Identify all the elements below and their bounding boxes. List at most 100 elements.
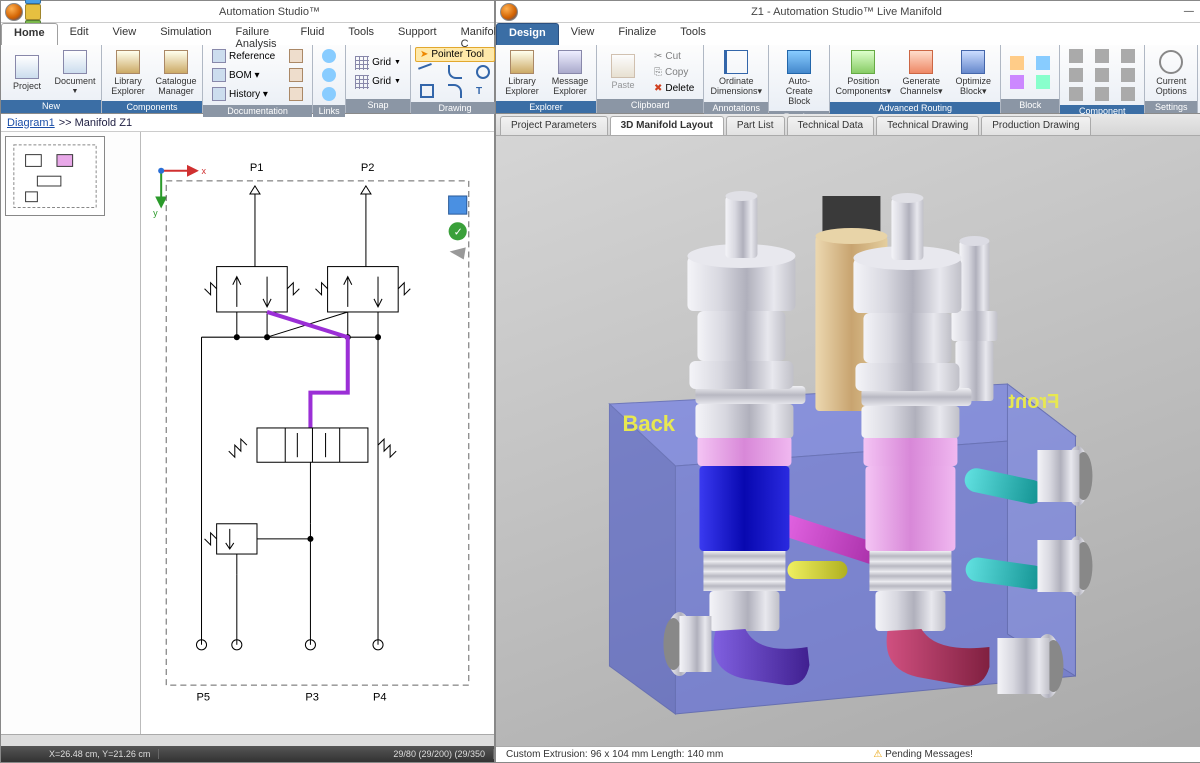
tab-home[interactable]: Home (1, 23, 58, 45)
tab-fluid[interactable]: Fluid (289, 23, 337, 45)
subtab-technical-data[interactable]: Technical Data (787, 116, 875, 135)
comp-tool-4[interactable] (1064, 66, 1088, 84)
comp-tool-7[interactable] (1064, 85, 1088, 103)
library-explorer-button[interactable]: Library Explorer (500, 47, 544, 99)
group-documentation: Reference BOM ▾ History ▾ Documentation (203, 45, 313, 113)
subtab-part-list[interactable]: Part List (726, 116, 785, 135)
block-tool-4[interactable] (1031, 73, 1055, 91)
subtab-project-parameters[interactable]: Project Parameters (500, 116, 608, 135)
doc-small-1[interactable] (284, 47, 308, 65)
left-title: Automation Studio™ (45, 6, 494, 18)
minimize-button[interactable]: — (1171, 1, 1200, 23)
comp-tool-6[interactable] (1116, 66, 1140, 84)
project-button[interactable]: Project (5, 52, 49, 94)
comp-icon (1095, 68, 1109, 82)
qat-button-4[interactable] (25, 4, 41, 20)
comp-tool-1[interactable] (1064, 47, 1088, 65)
block-tool-1[interactable] (1005, 54, 1029, 72)
position-components-button[interactable]: Position Components▾ (834, 47, 892, 100)
subtab-3d-manifold-layout[interactable]: 3D Manifold Layout (610, 116, 724, 135)
snap-grid-1[interactable]: Grid ▼ (350, 54, 406, 72)
tab-simulation[interactable]: Simulation (148, 23, 223, 45)
right-title: Z1 - Automation Studio™ Live Manifold (522, 6, 1171, 18)
block-icon (787, 50, 811, 74)
ellipse-tool[interactable] (471, 63, 495, 81)
tab-view[interactable]: View (559, 23, 607, 45)
viewport-3d[interactable]: Back Front (496, 136, 1200, 746)
text-tool[interactable]: T (471, 82, 487, 100)
snap-grid-2[interactable]: Grid ▼ (350, 73, 406, 91)
position-icon (851, 50, 875, 74)
link-3[interactable] (317, 85, 341, 103)
breadcrumb-link[interactable]: Diagram1 (7, 117, 55, 129)
line-tool[interactable] (415, 63, 439, 81)
cut-button[interactable]: ✂Cut (649, 49, 699, 64)
grid-icon (355, 56, 369, 70)
doc-small-3[interactable] (284, 85, 308, 103)
pointer-tool-button[interactable]: ➤ Pointer Tool (415, 47, 495, 62)
schematic-canvas[interactable]: x y ✓ P1 P2 (141, 132, 494, 734)
library-icon (116, 50, 140, 74)
curve-tool[interactable] (443, 63, 467, 81)
block-icon (1010, 75, 1024, 89)
group-label-settings: Settings (1145, 101, 1197, 113)
group-settings: Current Options Settings (1145, 45, 1198, 113)
link-icon (322, 49, 336, 63)
app-orb-icon[interactable] (500, 3, 518, 21)
paste-button[interactable]: Paste (601, 51, 645, 93)
document-icon (63, 50, 87, 74)
link-2[interactable] (317, 66, 341, 84)
auto-create-block-button[interactable]: Auto-Create Block (773, 47, 825, 109)
comp-tool-5[interactable] (1090, 66, 1114, 84)
subtab-technical-drawing[interactable]: Technical Drawing (876, 116, 979, 135)
automation-studio-window: Automation Studio™ HomeEditViewSimulatio… (0, 0, 495, 763)
rect-icon (420, 84, 434, 98)
qat-button-3[interactable] (25, 0, 41, 4)
generate-channels-button[interactable]: Generate Channels▾ (896, 47, 946, 100)
group-label-explorer: Explorer (496, 101, 596, 113)
block-tool-3[interactable] (1005, 73, 1029, 91)
message-explorer-button[interactable]: Message Explorer (548, 47, 592, 99)
tab-support[interactable]: Support (386, 23, 449, 45)
comp-tool-9[interactable] (1116, 85, 1140, 103)
tab-tools[interactable]: Tools (336, 23, 386, 45)
tab-edit[interactable]: Edit (58, 23, 101, 45)
link-1[interactable] (317, 47, 341, 65)
block-tool-2[interactable] (1031, 54, 1055, 72)
catalogue-manager-button[interactable]: Catalogue Manager (154, 47, 198, 99)
document-button[interactable]: Document▼ (53, 47, 97, 98)
library-explorer-button[interactable]: Library Explorer (106, 47, 150, 99)
history-button[interactable]: History ▾ (207, 85, 280, 103)
current-options-button[interactable]: Current Options (1149, 47, 1193, 99)
tab-finalize[interactable]: Finalize (606, 23, 668, 45)
line-icon (418, 63, 436, 81)
ordinate-dimensions-button[interactable]: Ordinate Dimensions▾ (708, 47, 764, 100)
tab-tools[interactable]: Tools (668, 23, 718, 45)
comp-tool-2[interactable] (1090, 47, 1114, 65)
front-label: Front (1008, 391, 1059, 413)
group-new: Project Document▼ New (1, 45, 102, 113)
bom-button[interactable]: BOM ▾ (207, 66, 280, 84)
rect-tool[interactable] (415, 82, 439, 100)
reference-button[interactable]: Reference (207, 47, 280, 65)
left-ribbon: HomeEditViewSimulationFailure AnalysisFl… (1, 23, 494, 114)
optimize-block-button[interactable]: Optimize Block▾ (950, 47, 996, 100)
group-label-components: Components (102, 101, 202, 113)
subtab-production-drawing[interactable]: Production Drawing (981, 116, 1090, 135)
diagram-thumbnail[interactable] (5, 136, 105, 216)
app-orb-icon[interactable] (5, 3, 23, 21)
tab-failure-analysis[interactable]: Failure Analysis (224, 23, 289, 45)
comp-tool-8[interactable] (1090, 85, 1114, 103)
group-component: Component (1060, 45, 1145, 113)
comp-tool-3[interactable] (1116, 47, 1140, 65)
left-scrollbar[interactable] (1, 734, 494, 746)
tab-design[interactable]: Design (496, 23, 559, 45)
right-titlebar: Z1 - Automation Studio™ Live Manifold — … (496, 1, 1200, 23)
tab-view[interactable]: View (101, 23, 149, 45)
group-label-advanced: Advanced Routing (830, 102, 1000, 114)
doc-small-2[interactable] (284, 66, 308, 84)
project-icon (15, 55, 39, 79)
arc-tool[interactable] (443, 82, 467, 100)
delete-button[interactable]: ✖Delete (649, 81, 699, 96)
copy-button[interactable]: ⎘Copy (649, 65, 699, 80)
